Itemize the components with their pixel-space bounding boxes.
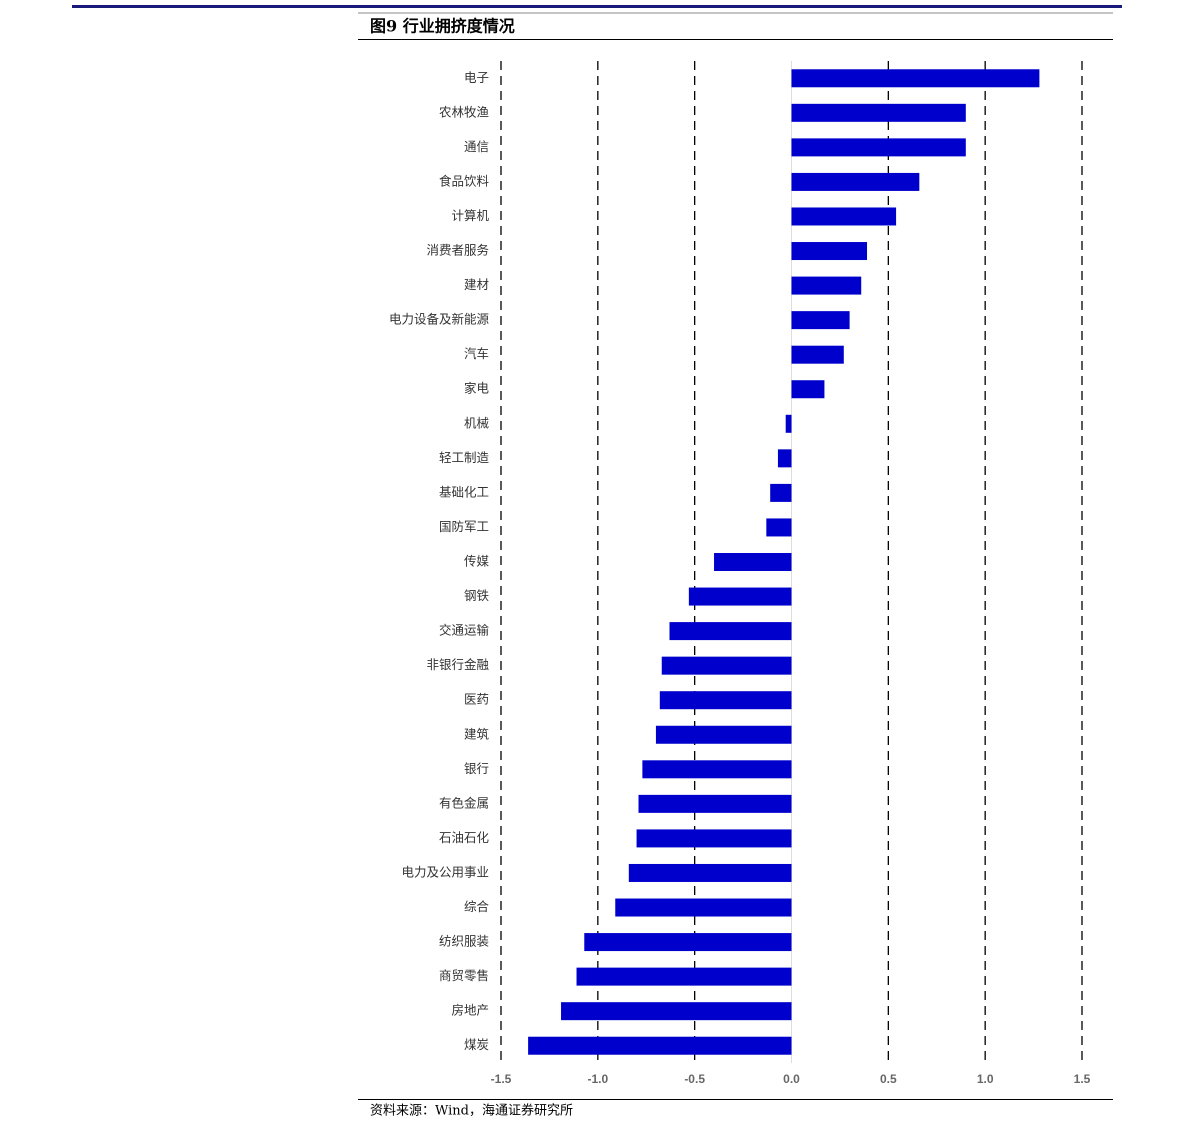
y-tick-label: 电力及公用事业 xyxy=(401,864,489,879)
y-tick-label: 基础化工 xyxy=(439,484,489,499)
bar xyxy=(791,207,897,226)
chart-title: 图9 行业拥挤度情况 xyxy=(370,17,515,36)
bar xyxy=(615,898,792,917)
y-tick-label: 煤炭 xyxy=(464,1037,489,1052)
bar xyxy=(584,933,792,952)
bar xyxy=(791,103,966,122)
bar xyxy=(791,345,844,364)
y-tick-label: 交通运输 xyxy=(439,623,490,638)
y-tick-label: 计算机 xyxy=(451,208,489,223)
bar xyxy=(669,622,792,641)
bar xyxy=(688,587,792,606)
y-tick-label: 汽车 xyxy=(464,346,489,361)
y-tick-label: 医药 xyxy=(464,692,489,707)
y-tick-label: 商贸零售 xyxy=(439,968,489,983)
x-tick-label: -1.0 xyxy=(587,1072,608,1086)
y-tick-label: 纺织服装 xyxy=(439,934,489,949)
bar xyxy=(576,967,792,986)
x-tick-label: 1.0 xyxy=(977,1072,994,1086)
bar xyxy=(770,483,792,502)
x-tick-label: 1.5 xyxy=(1074,1072,1091,1086)
y-tick-label: 通信 xyxy=(464,139,489,154)
source-note: 资料来源：Wind，海通证券研究所 xyxy=(370,1103,573,1119)
y-tick-label: 银行 xyxy=(464,761,489,776)
y-tick-label: 建筑 xyxy=(464,726,490,741)
y-tick-label: 消费者服务 xyxy=(426,243,489,258)
bar xyxy=(638,794,792,813)
bar xyxy=(659,691,792,710)
bar xyxy=(714,553,792,571)
y-tick-label: 传媒 xyxy=(464,554,490,569)
bar xyxy=(791,172,920,191)
y-tick-label: 综合 xyxy=(464,899,490,914)
top-rule xyxy=(72,5,1122,8)
x-tick-label: 0.5 xyxy=(880,1072,897,1086)
bar xyxy=(642,760,792,779)
bar xyxy=(791,311,850,330)
bar xyxy=(655,725,792,744)
bar xyxy=(777,449,792,468)
y-tick-label: 机械 xyxy=(464,415,490,430)
x-tick-label: -1.5 xyxy=(491,1072,512,1086)
y-tick-label: 建材 xyxy=(464,277,489,292)
y-tick-label: 钢铁 xyxy=(464,588,490,603)
y-tick-label: 非银行金融 xyxy=(426,657,489,672)
y-tick-label: 家电 xyxy=(464,381,490,396)
bar xyxy=(561,1002,792,1021)
bar xyxy=(661,656,792,675)
bar xyxy=(785,414,792,433)
bar xyxy=(791,138,966,157)
y-tick-label: 轻工制造 xyxy=(439,450,490,465)
bar xyxy=(528,1036,792,1055)
y-tick-label: 食品饮料 xyxy=(439,173,490,188)
bar xyxy=(766,518,792,537)
y-tick-label: 电子 xyxy=(464,70,489,85)
y-tick-label: 国防军工 xyxy=(439,519,489,534)
bar xyxy=(636,829,792,848)
y-tick-label: 有色金属 xyxy=(439,795,489,810)
bar xyxy=(628,863,792,882)
y-tick-label: 电力设备及新能源 xyxy=(389,312,490,327)
y-tick-label: 房地产 xyxy=(451,1003,489,1018)
x-tick-label: -0.5 xyxy=(684,1072,705,1086)
bar xyxy=(791,69,1040,88)
x-tick-label: 0.0 xyxy=(783,1072,800,1086)
y-tick-label: 石油石化 xyxy=(439,830,490,845)
y-tick-label: 农林牧渔 xyxy=(439,104,489,119)
bar xyxy=(791,242,868,261)
bar xyxy=(791,380,825,399)
bar xyxy=(791,276,862,295)
